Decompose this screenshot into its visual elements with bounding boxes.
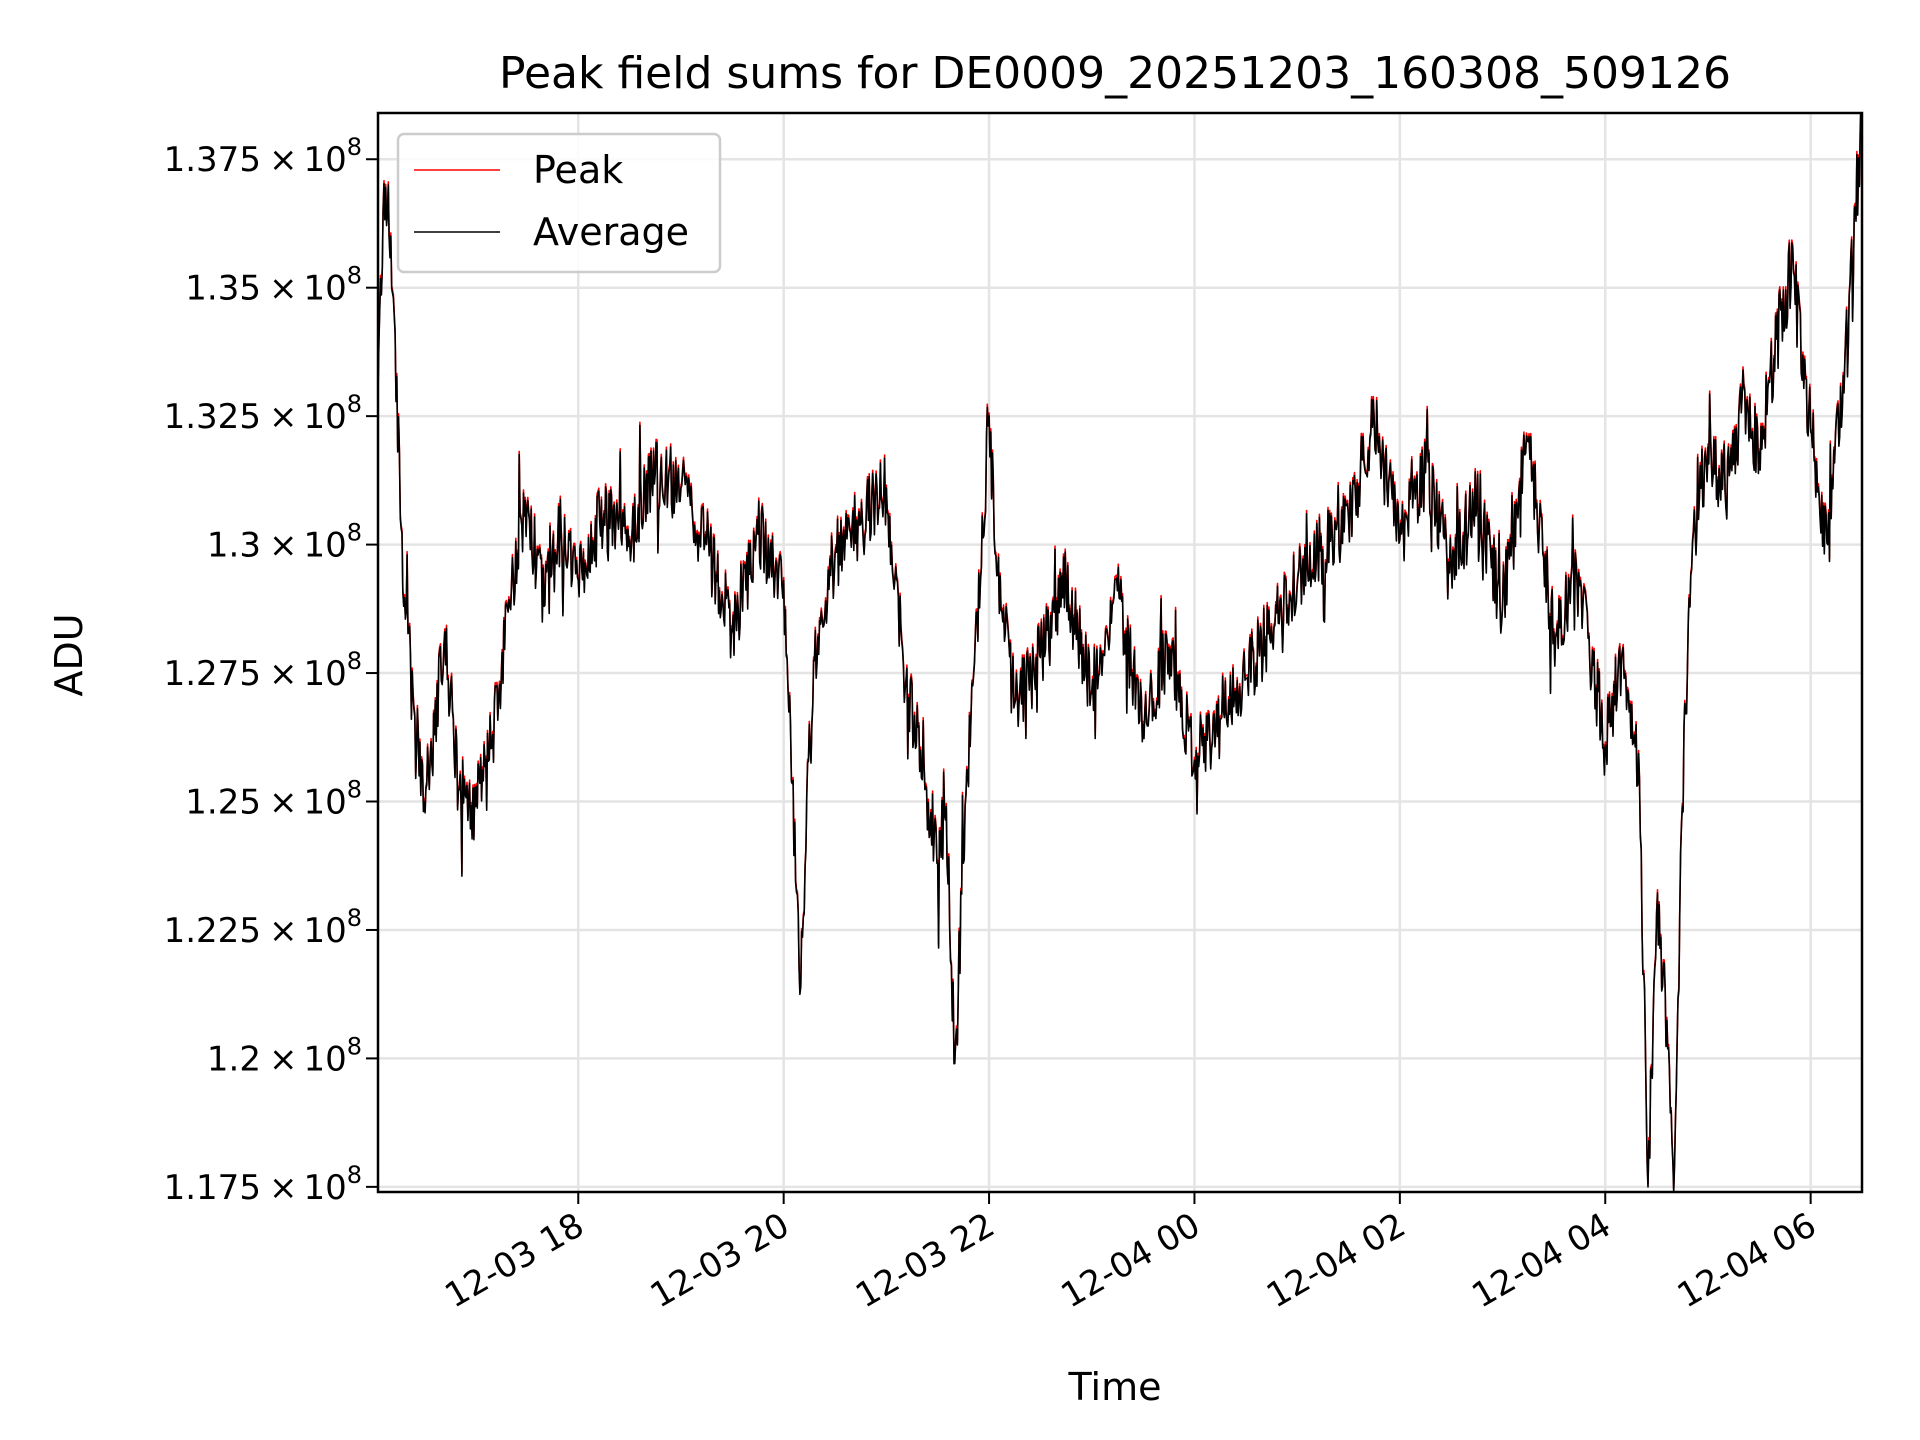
y-tick-exponent: 8 [347, 776, 362, 804]
legend-box [396, 132, 722, 274]
y-tick-label: 1.2 × 108 [207, 1032, 362, 1079]
y-tick-exponent: 8 [347, 904, 362, 932]
y-tick-mantissa: 1.2 [207, 1039, 261, 1079]
y-tick-mantissa: 1.375 [164, 140, 261, 180]
grid-lines [378, 113, 1862, 1192]
x-axis-label: Time [1068, 1365, 1162, 1409]
y-tick-label: 1.375 × 108 [164, 133, 362, 180]
y-tick-times: × [269, 1039, 298, 1079]
y-tick-base: 10 [303, 397, 346, 437]
y-tick-mantissa: 1.325 [164, 397, 261, 437]
y-axis-label: ADU [47, 613, 91, 696]
y-tick-exponent: 8 [347, 647, 362, 675]
y-tick-base: 10 [303, 526, 346, 566]
y-tick-exponent: 8 [347, 1032, 362, 1060]
y-tick-base: 10 [303, 911, 346, 951]
y-tick-base: 10 [303, 140, 346, 180]
y-tick-exponent: 8 [347, 262, 362, 290]
chart-title: Peak field sums for DE0009_20251203_1603… [499, 48, 1731, 99]
y-tick-times: × [269, 526, 298, 566]
y-tick-exponent: 8 [347, 390, 362, 418]
y-tick-exponent: 8 [347, 519, 362, 547]
series-lines [378, 113, 1862, 1192]
y-tick-base: 10 [303, 783, 346, 823]
y-tick-times: × [269, 911, 298, 951]
y-tick-mantissa: 1.25 [185, 783, 261, 823]
y-tick-times: × [269, 140, 298, 180]
y-tick-mantissa: 1.225 [164, 911, 261, 951]
series-line-average [378, 113, 1862, 1192]
y-tick-label: 1.325 × 108 [164, 390, 362, 437]
y-tick-label: 1.225 × 108 [164, 904, 362, 951]
y-tick-base: 10 [303, 269, 346, 309]
y-tick-mantissa: 1.275 [164, 654, 261, 694]
y-tick-mantissa: 1.175 [164, 1168, 261, 1208]
y-tick-exponent: 8 [347, 1161, 362, 1189]
y-tick-exponent: 8 [347, 133, 362, 161]
y-tick-times: × [269, 1168, 298, 1208]
y-tick-times: × [269, 397, 298, 437]
y-tick-base: 10 [303, 654, 346, 694]
y-tick-label: 1.35 × 108 [185, 262, 362, 309]
y-tick-label: 1.175 × 108 [164, 1161, 362, 1208]
y-tick-label: 1.275 × 108 [164, 647, 362, 694]
legend: Peak Average [396, 132, 722, 274]
y-tick-base: 10 [303, 1039, 346, 1079]
y-tick-label: 1.25 × 108 [185, 776, 362, 823]
y-tick-times: × [269, 654, 298, 694]
y-tick-label: 1.3 × 108 [207, 519, 362, 566]
y-tick-mantissa: 1.35 [185, 269, 261, 309]
legend-label-peak: Peak [533, 148, 623, 192]
plot-frame [376, 111, 1864, 1194]
y-tick-mantissa: 1.3 [207, 526, 261, 566]
y-tick-base: 10 [303, 1168, 346, 1208]
legend-label-average: Average [533, 210, 689, 254]
y-tick-times: × [269, 269, 298, 309]
y-tick-times: × [269, 783, 298, 823]
